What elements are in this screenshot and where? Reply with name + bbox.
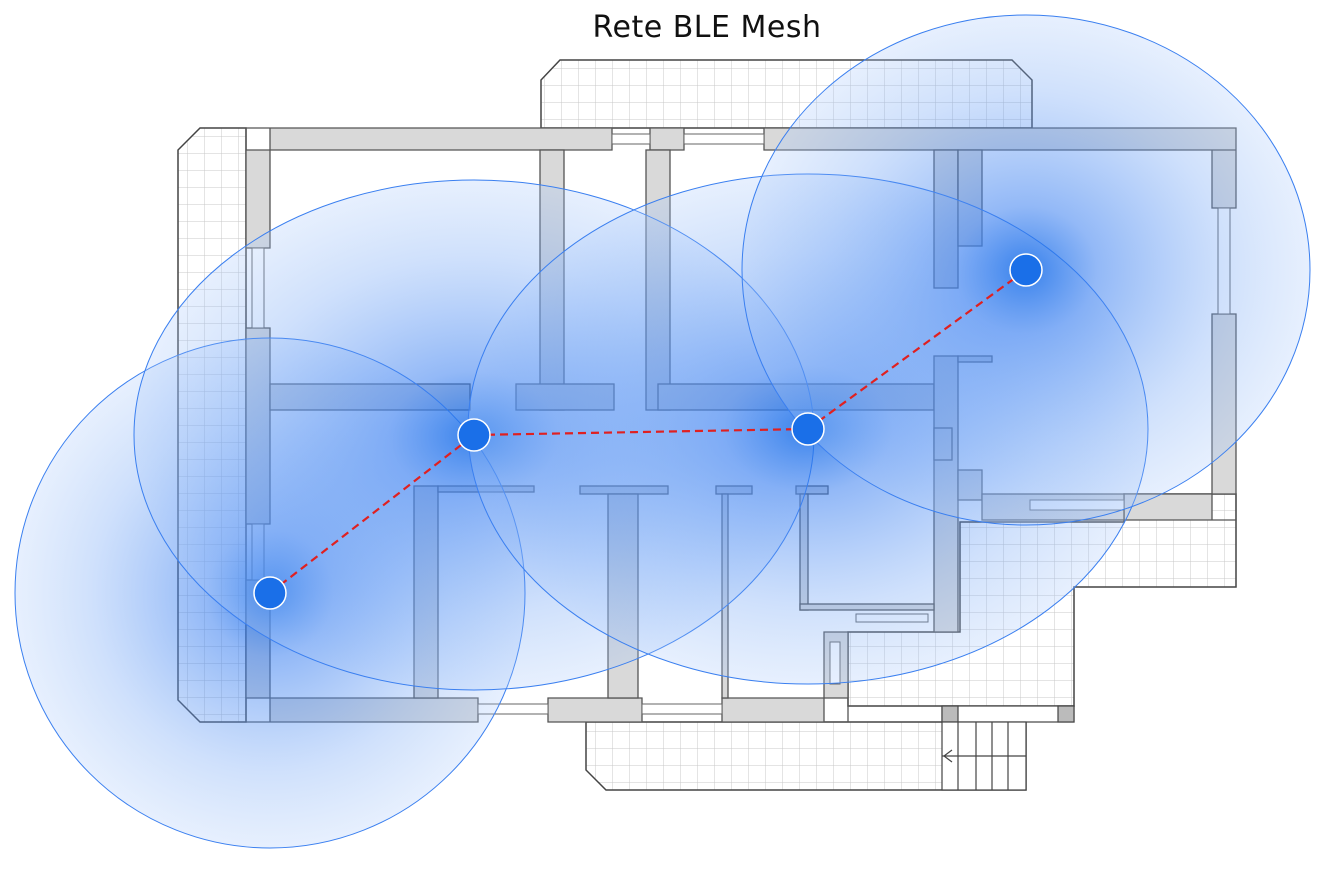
mesh-link	[269, 434, 475, 594]
ble-node	[457, 418, 491, 452]
ble-node	[1009, 253, 1043, 287]
mesh-link	[473, 427, 809, 437]
diagram-title: Rete BLE Mesh	[592, 10, 822, 45]
stairs	[941, 705, 1075, 791]
mesh-nodes	[253, 253, 1043, 610]
ble-node	[253, 576, 287, 610]
mesh-link	[807, 269, 1027, 430]
mesh-links	[269, 269, 1027, 594]
ble-node	[791, 412, 825, 446]
stairs-arrow-icon	[943, 749, 953, 763]
